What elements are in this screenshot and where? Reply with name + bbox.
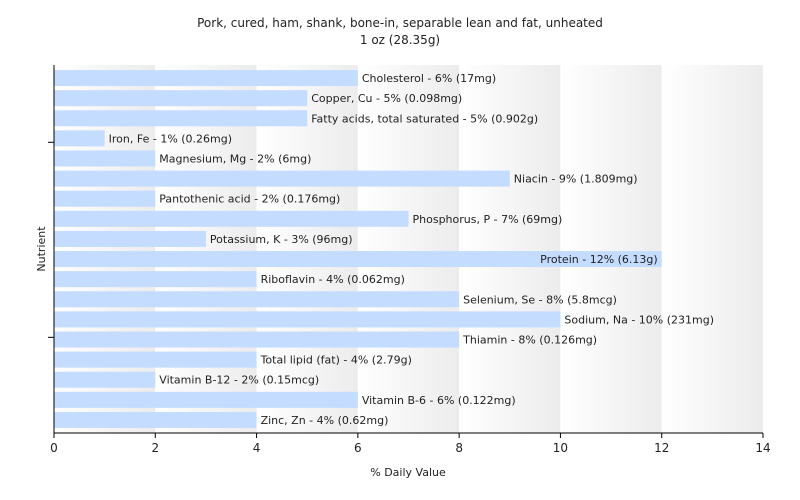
background-bands: [54, 65, 763, 433]
bar-label: Vitamin B-12 - 2% (0.15mcg): [159, 374, 319, 387]
chart-subtitle: 1 oz (28.35g): [360, 33, 440, 47]
bar: [54, 291, 460, 308]
bar-label: Selenium, Se - 8% (5.8mcg): [463, 293, 617, 306]
x-axis-label: % Daily Value: [370, 466, 446, 479]
bar-label: Magnesium, Mg - 2% (6mg): [159, 153, 311, 166]
bar: [54, 371, 156, 388]
bar-label: Zinc, Zn - 4% (0.62mg): [261, 414, 389, 427]
bar-label: Sodium, Na - 10% (231mg): [564, 313, 714, 326]
x-tick-label: 10: [553, 441, 568, 455]
x-tick-label: 4: [253, 441, 261, 455]
bar: [54, 130, 105, 147]
bar: [54, 170, 510, 187]
x-tick-label: 2: [151, 441, 159, 455]
background-band: [459, 65, 561, 433]
bar-label: Phosphorus, P - 7% (69mg): [413, 213, 563, 226]
bar-label: Total lipid (fat) - 4% (2.79g): [260, 354, 412, 367]
bar: [54, 150, 156, 167]
x-tick-label: 14: [755, 441, 770, 455]
bar-label: Fatty acids, total saturated - 5% (0.902…: [311, 112, 538, 125]
y-axis-label: Nutrient: [35, 226, 48, 272]
x-tick-label: 0: [50, 441, 58, 455]
bar: [54, 210, 409, 227]
axes-group: 0 2 4 6 8 10 12 14: [48, 65, 771, 455]
bar: [54, 251, 662, 268]
bar: [54, 271, 257, 288]
background-band: [560, 65, 662, 433]
x-tick-label: 12: [654, 441, 669, 455]
bar-label: Vitamin B-6 - 6% (0.122mg): [362, 394, 516, 407]
bar-label: Potassium, K - 3% (96mg): [210, 233, 353, 246]
bar: [54, 411, 257, 428]
bar: [54, 90, 308, 107]
bar: [54, 311, 561, 328]
bar: [54, 70, 358, 87]
bar-label: Riboflavin - 4% (0.062mg): [261, 273, 405, 286]
bar: [54, 110, 308, 127]
background-band: [155, 65, 257, 433]
background-band: [661, 65, 763, 433]
bar-label: Niacin - 9% (1.809mg): [514, 173, 638, 186]
bar: [54, 190, 156, 207]
bar: [54, 230, 206, 247]
background-band: [54, 65, 156, 433]
bar: [54, 351, 257, 368]
bar-label: Pantothenic acid - 2% (0.176mg): [159, 193, 340, 206]
background-band: [357, 65, 460, 433]
bar: [54, 391, 358, 408]
bar-label: Copper, Cu - 5% (0.098mg): [311, 92, 462, 105]
chart-title: Pork, cured, ham, shank, bone-in, separa…: [197, 16, 603, 30]
x-tick-label: 8: [455, 441, 463, 455]
background-band: [256, 65, 358, 433]
x-tick-label: 6: [354, 441, 362, 455]
bar-label: Thiamin - 8% (0.126mg): [462, 334, 597, 347]
bar: [54, 331, 460, 348]
bar-label: Cholesterol - 6% (17mg): [362, 72, 496, 85]
bars-group: Cholesterol - 6% (17mg) Copper, Cu - 5% (…: [54, 70, 714, 428]
bar-label: Protein - 12% (6.13g): [540, 253, 658, 266]
bar-label: Iron, Fe - 1% (0.26mg): [109, 132, 232, 145]
